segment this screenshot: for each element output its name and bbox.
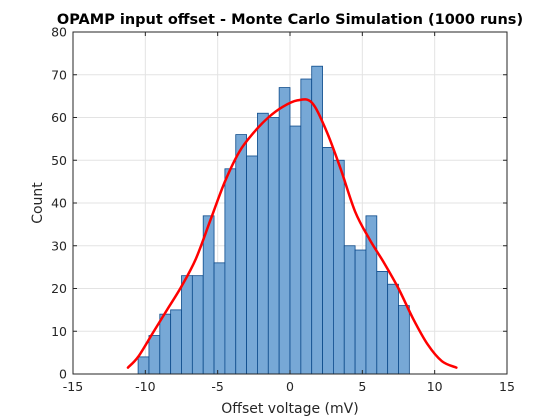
y-tick-label: 40 — [51, 196, 67, 211]
x-tick-label: 0 — [286, 379, 294, 394]
density-curve — [126, 98, 458, 369]
histogram-bar — [191, 275, 204, 375]
y-tick-label: 50 — [51, 153, 67, 168]
y-tick-label: 10 — [51, 324, 67, 339]
histogram-bar — [343, 245, 356, 375]
y-tick-label: 60 — [51, 110, 67, 125]
histogram-bar — [289, 125, 302, 375]
histogram-bar — [235, 134, 248, 375]
histogram-bar — [278, 87, 291, 375]
histogram-bar — [148, 335, 161, 375]
x-tick-label: 15 — [499, 379, 515, 394]
histogram-bar — [300, 78, 313, 375]
y-tick-label: 20 — [51, 281, 67, 296]
y-tick-label: 80 — [51, 25, 67, 40]
x-tick-label: -15 — [63, 379, 83, 394]
x-tick-label: -10 — [135, 379, 155, 394]
histogram-bar — [137, 356, 150, 375]
axis-ticks: -15 -10 -5 0 5 10 15 0 10 20 30 40 50 60 70 80 — [51, 25, 515, 395]
x-tick-label: 10 — [427, 379, 443, 394]
histogram-bar — [202, 215, 215, 375]
histogram-bar — [332, 159, 345, 375]
x-tick-label: 5 — [358, 379, 366, 394]
histogram-bar — [376, 270, 389, 375]
histogram-bar — [267, 117, 280, 375]
histogram-bar — [322, 147, 334, 375]
y-tick-label: 30 — [51, 238, 67, 253]
histogram-bar — [224, 168, 237, 375]
x-tick-label: -5 — [211, 379, 223, 394]
histogram-bar — [387, 283, 399, 375]
y-axis-label: Count — [30, 182, 46, 224]
histogram-bar — [181, 275, 193, 375]
y-tick-label: 0 — [59, 367, 67, 382]
histogram-bar — [354, 249, 367, 375]
histogram-bar — [170, 309, 182, 375]
histogram-bar — [365, 215, 378, 375]
y-tick-label: 70 — [51, 67, 67, 82]
chart-title: OPAMP input offset - Monte Carlo Simulat… — [57, 12, 523, 28]
histogram-bar — [398, 305, 410, 375]
histogram-bar — [246, 155, 258, 375]
histogram-bar — [159, 313, 172, 375]
x-axis-label: Offset voltage (mV) — [221, 401, 358, 417]
histogram-bar — [213, 262, 226, 375]
histogram-bar — [257, 112, 269, 375]
